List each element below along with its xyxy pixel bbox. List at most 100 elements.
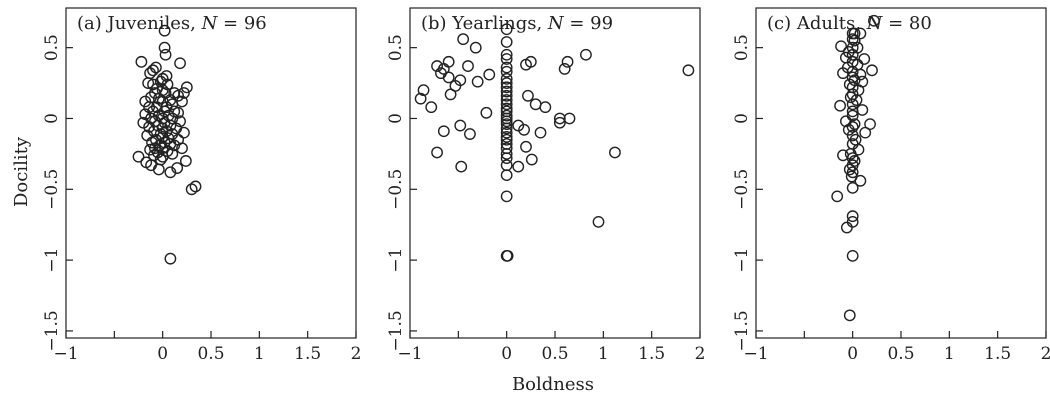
panel-juveniles-y-tick-label: −1.5 [42,310,62,351]
panel-juveniles-title: (a) Juveniles, N = 96 [77,13,267,34]
panel-yearlings-point [442,55,455,68]
panel-adults-point [859,126,872,139]
panel-yearlings-point [454,119,467,132]
panel-juveniles-y-tick-label: 0.5 [42,34,62,61]
panel-yearlings-point [500,23,513,36]
panel-adults-point [866,64,878,77]
panel-adults-point [854,27,867,40]
panel-adults-point [840,221,853,234]
panel-juveniles-point [149,61,162,74]
panel-adults-point [846,210,859,223]
panel-juveniles-point [158,41,171,54]
panel-yearlings-point [529,98,542,111]
panel-adults: (c) Adults, N = 80−1 0 0.5 1 1.5 20.50−0.5−1−… [732,7,1050,364]
panel-yearlings-point [518,123,530,136]
panel-adults-point [831,190,844,203]
panel-yearlings-point [609,146,621,159]
panel-yearlings-point [414,92,427,105]
panel-yearlings-point [500,130,513,143]
panel-juveniles-point [144,67,157,80]
panel-juveniles-point [152,163,165,176]
panel-yearlings-title-text: (b) Yearlings, [421,13,548,34]
panel-yearlings-point [442,71,455,84]
panel-yearlings-point [500,118,513,131]
panel-adults-x-tick-label: 1 [944,344,955,364]
panel-adults-point [846,41,859,54]
panel-juveniles-title-n: N [201,13,219,34]
panel-juveniles-point [135,55,148,68]
panel-juveniles-point [143,101,156,114]
panel-juveniles-point [164,166,177,179]
panel-adults-point [843,309,856,322]
panel-yearlings-point [563,112,576,125]
panel-yearlings-point [500,122,513,135]
panel-yearlings-y-tick-label: −0.5 [386,169,406,210]
panel-yearlings-point [525,153,538,166]
panel-adults-point [858,53,871,65]
panel-juveniles-point [164,252,177,265]
panel-adults-y-tick-label: −1 [732,248,752,273]
panel-juveniles-point [189,180,202,193]
panel-juveniles: (a) Juveniles, N = 96 −1 0 0.5 1 1.5 2 0.5 0 −0.5… [42,7,362,364]
panel-yearlings-point [457,33,470,46]
panel-adults-point [846,166,859,179]
panel-yearlings-point [500,147,513,160]
panel-yearlings-point [512,160,525,173]
panel-adults-point [835,40,847,53]
panel-juveniles-x-tick-label: 1 [254,344,265,364]
panel-adults-x-tick-label: −1 [743,344,768,364]
panel-juveniles-y-tick-label: −1 [42,248,62,273]
panel-yearlings-point [462,60,474,72]
panel-yearlings-y-tick-label: −1.5 [386,310,406,351]
panel-juveniles-point [178,87,190,99]
panel-adults-x-tick-label: 1.5 [984,344,1011,364]
panel-juveniles-point [132,150,145,163]
panel-adults-point [846,181,859,194]
panel-yearlings-point [464,128,476,140]
panel-juveniles-point [156,150,169,163]
panel-yearlings-x-tick-label: 2 [695,344,706,364]
panel-juveniles-point [146,136,158,149]
panels: (a) Juveniles, N = 96 −1 0 0.5 1 1.5 2 0.5 0 −0.5… [42,7,1050,364]
panel-yearlings-point [553,116,566,129]
panel-yearlings-point [431,60,443,72]
panel-yearlings-point [520,140,532,153]
panel-yearlings-point [534,126,547,139]
panel-yearlings-point [471,75,484,88]
panel-yearlings-point [500,89,513,102]
panel-juveniles-point [178,126,190,139]
panel-juveniles-y-tick-label: 0 [42,113,62,124]
panel-yearlings-point [522,89,534,102]
panel-yearlings-point [469,41,482,54]
panel-yearlings-point [437,125,450,138]
panel-juveniles-point [158,24,171,37]
panel-yearlings-point [444,88,457,101]
panel-yearlings-point [431,146,443,159]
panel-adults-point [850,94,863,106]
panel-yearlings-point [553,112,566,125]
panel-adults-point [848,34,861,47]
panel-adults-point [837,149,849,162]
panel-adults-point [834,99,846,112]
y-axis-label: Docility [11,136,32,207]
panel-yearlings-title: (b) Yearlings, N = 99 [421,13,613,34]
panel-yearlings-y-tick-label: 0.5 [386,34,406,61]
panel-yearlings-point [455,160,468,173]
panel-juveniles-x-tick-label: 2 [351,344,362,364]
panel-adults-point [856,104,869,116]
panel-juveniles-title-count: = 96 [217,13,266,34]
panel-yearlings-point [561,55,574,68]
panel-juveniles-point [147,78,159,91]
panel-juveniles-point [176,142,188,155]
panel-adults-point [846,152,859,165]
panel-yearlings-point [500,169,513,182]
panel-yearlings-x-tick-label: 0.5 [541,344,568,364]
panel-yearlings-point [500,133,513,146]
panel-juveniles-point [154,75,167,88]
panel-adults-point [837,67,849,80]
panel-adults-point [848,27,861,40]
panel-adults-point [846,105,859,118]
panel-juveniles-y-tick-label: −0.5 [42,169,62,210]
panel-adults-x-tick-label: 0.5 [887,344,914,364]
